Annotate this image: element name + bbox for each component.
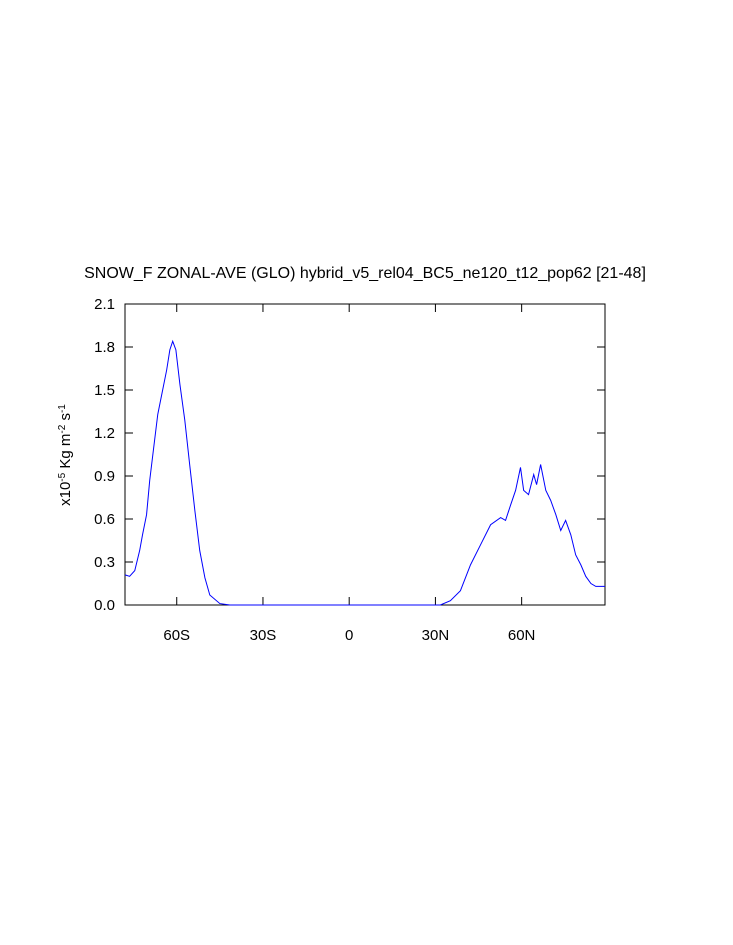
x-tick-label: 60N: [508, 627, 536, 644]
line: [124, 339, 605, 606]
y-axis-label-part: -1: [57, 404, 68, 413]
y-tick-label: 1.5: [94, 382, 115, 399]
x-tick-label: 0: [345, 627, 353, 644]
y-axis-label-part: Kg m: [57, 434, 74, 473]
y-tick-label: 0.0: [94, 597, 115, 614]
y-axis-label-part: -2: [57, 424, 68, 433]
y-axis-label-part: -5: [57, 472, 68, 481]
x-tick-label: 30S: [250, 627, 277, 644]
y-tick-label: 0.6: [94, 511, 115, 528]
plot-frame: [124, 303, 606, 606]
y-tick-label: 0.9: [94, 468, 115, 485]
y-tick-label: 1.2: [94, 425, 115, 442]
y-tick-label: 1.8: [94, 339, 115, 356]
y-tick-label: 2.1: [94, 296, 115, 313]
x-tick-label: 60S: [163, 627, 190, 644]
y-axis-label-part: s: [57, 413, 74, 425]
x-tick-label: 30N: [422, 627, 450, 644]
y-tick-label: 0.3: [94, 554, 115, 571]
y-axis-label-part: x10: [57, 482, 74, 506]
y-axis-label: x10-5 Kg m-2 s-1: [57, 404, 75, 506]
chart-title: SNOW_F ZONAL-AVE (GLO) hybrid_v5_rel04_B…: [84, 265, 646, 282]
